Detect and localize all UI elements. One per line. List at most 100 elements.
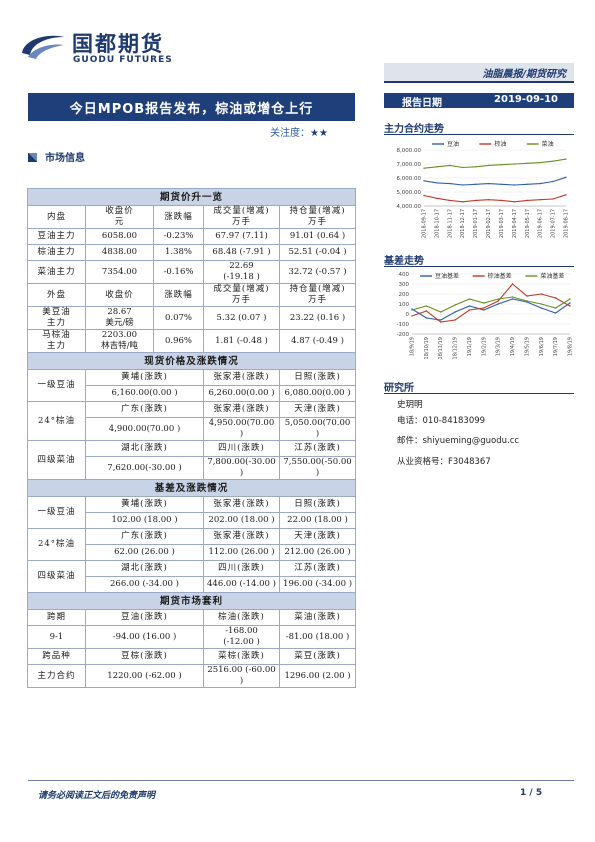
data-point [526, 199, 528, 202]
region-header-row: 四级菜油 湖北(涨跌) 四川(涨跌) 江苏(涨跌) [27, 560, 357, 593]
region-header: 四川(涨跌) [203, 560, 280, 577]
attention-rating: 关注度：★★ [270, 124, 328, 139]
legend-label: 菜油 [542, 140, 554, 148]
y-tick-label: 0 [406, 312, 410, 318]
y-tick-label: -200 [397, 332, 410, 338]
data-point [454, 304, 456, 306]
table-row: 62.00 (26.00 ) 112.00 (26.00 ) 212.00 (26.… [28, 544, 357, 561]
disclaimer-link[interactable]: 请务必阅读正文后的免责声明 [38, 791, 156, 801]
legend-label: 豆油基差 [435, 272, 459, 280]
main-contract-trend-chart: 8,000.00 7,000.00 6,000.00 5,000.00 4,000.00… [397, 140, 570, 238]
data-point [474, 166, 477, 168]
table-row: 主力合约 1220.00 (-62.00 ) 2516.00 (-60.00 ) 12… [27, 664, 357, 688]
close-price: 4838.00 [85, 244, 154, 261]
data-point [468, 305, 471, 307]
series-line-2 [423, 158, 567, 169]
data-point [565, 194, 567, 196]
table-row: 4,900.00(70.00 ) 4,950.00(70.00 ) 5,050.00… [28, 417, 357, 441]
price-value: 112.00 (26.00 ) [203, 544, 280, 561]
data-point [500, 199, 503, 202]
row-label: 马棕油 主力 [27, 329, 86, 353]
divider [384, 266, 574, 267]
close-price: 28.67 美元/磅 [85, 306, 154, 330]
section-bullet-icon [28, 153, 37, 162]
data-point [487, 182, 490, 185]
table-row: 6,160.00(0.00 ) 6,260.00(0.00 ) 6,080.00(0… [28, 385, 357, 402]
logo-english: GUODU FUTURES [73, 55, 173, 65]
change-pct: -0.23% [153, 228, 204, 245]
x-tick-label: 2018-11-17 [447, 209, 453, 238]
data-point [511, 283, 514, 285]
column-header: 外盘 [27, 283, 86, 307]
region-header-row: 一级豆油 黄埔(涨跌) 张家港(涨跌) 日照(涨跌) [27, 496, 357, 529]
data-point [554, 297, 557, 299]
volume: 67.97 (7.11) [203, 228, 280, 245]
column-header: 棕油(涨跌) [203, 609, 280, 626]
page-number: 1 / 5 [520, 788, 543, 798]
x-tick-label: 2019-02-17 [486, 209, 492, 238]
column-header: 菜豆(涨跌) [278, 648, 357, 665]
data-point [436, 166, 438, 168]
price-value: 6,260.00(0.00 ) [203, 385, 280, 402]
table-row: 美豆油 主力 28.67 美元/磅 0.07% 5.32 (0.07 ) 23.22 (0.… [27, 306, 357, 330]
data-point [497, 300, 499, 302]
section-title: 期货市场套利 [26, 592, 357, 610]
x-tick-label: 19/6/19 [539, 337, 545, 356]
data-point [569, 302, 571, 304]
basis-trend-heading: 基差走势 [384, 256, 424, 267]
data-point [526, 183, 528, 185]
price-value: 6,160.00(0.00 ) [85, 385, 204, 402]
region-header: 天津(涨跌) [278, 528, 357, 545]
region-header: 天津(涨跌) [278, 401, 357, 418]
table-row: 马棕油 主力 2203.00 林吉特/吨 0.96% 1.81 (-0.48 ) 4.87 … [27, 329, 357, 353]
data-point [511, 298, 514, 300]
column-header: 成交量(增减) 万手 [203, 283, 280, 307]
data-point [440, 311, 442, 313]
x-tick-label: 2018-10-17 [434, 209, 440, 238]
report-date-label: 报告日期 [402, 98, 442, 109]
table-row: 9-1 -94.00 (16.00 ) -168.00 (-12.00 ) -81.00… [27, 625, 357, 649]
footer-divider [28, 780, 574, 781]
region-header: 江苏(涨跌) [278, 440, 357, 457]
arbitrage-section-row: 期货市场套利 [26, 592, 357, 610]
y-tick-label: 5,000.00 [397, 190, 422, 196]
futures-section-row: 期货价升一览 [26, 188, 357, 206]
main-contract-trend-heading: 主力合约走势 [384, 124, 444, 135]
analyst-name: 史玥明 [397, 400, 423, 410]
data-point [425, 310, 428, 312]
arbitrage-header-row: 跨期 豆油(涨跌) 棕油(涨跌) 菜油(涨跌) [27, 609, 357, 626]
y-tick-label: 400 [399, 272, 410, 278]
row-label: 24°棕油 [27, 528, 86, 561]
spread-value: 2516.00 (-60.00 ) [203, 664, 280, 688]
series-line-0 [423, 176, 567, 186]
data-point [540, 307, 542, 309]
data-point [552, 160, 554, 162]
data-point [487, 199, 490, 201]
company-logo-icon [22, 35, 64, 59]
series-line-1 [411, 283, 571, 323]
open-interest: 91.01 (0.64 ) [278, 228, 357, 245]
x-tick-label: 19/5/19 [524, 337, 530, 356]
column-header: 持仓量(增减) 万手 [278, 283, 357, 307]
basis-section-row: 基差及涨跌情况 [26, 479, 357, 497]
region-header: 四川(涨跌) [203, 440, 280, 457]
column-header: 成交量(增减) 万手 [203, 205, 280, 229]
data-point [425, 317, 428, 319]
column-header: 收盘价 [85, 283, 154, 307]
row-label: 四级菜油 [27, 560, 86, 593]
x-tick-label: 19/2/19 [481, 337, 487, 356]
table-row: 豆油主力 6058.00 -0.23% 67.97 (7.11) 91.01 (0.64… [27, 228, 357, 245]
arbitrage-header-row: 跨品种 豆棕(涨跌) 菜棕(涨跌) 菜豆(涨跌) [27, 648, 357, 665]
row-label: 棕油主力 [27, 244, 86, 261]
data-point [526, 162, 528, 164]
analyst-email[interactable]: 邮件：shiyueming@guodu.cc [397, 436, 520, 446]
data-point [554, 307, 557, 309]
close-price: 6058.00 [85, 228, 154, 245]
price-value: 6,080.00(0.00 ) [278, 385, 357, 402]
x-tick-label: 19/4/19 [510, 337, 516, 356]
data-point [513, 184, 516, 186]
row-label: 主力合约 [27, 664, 86, 688]
region-header: 张家港(涨跌) [203, 369, 280, 386]
volume: 22.69 (-19.18 ) [203, 260, 280, 284]
row-label: 豆油主力 [27, 228, 86, 245]
